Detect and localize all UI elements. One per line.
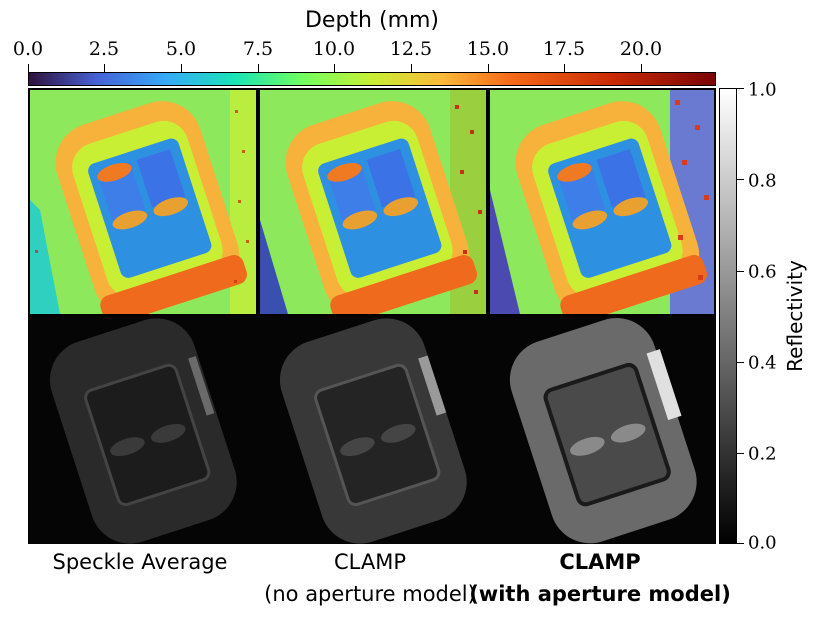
reflectivity-image [28,316,258,544]
depth-tick-label: 10.0 [312,38,356,60]
depth-tick-mark [181,64,182,72]
reflectivity-image [258,316,488,544]
reflectivity-tick-label: 0.6 [748,261,777,283]
reflectivity-tick-mark [737,362,744,363]
reflectivity-image [488,316,716,544]
reflectivity-tick-mark [737,88,744,89]
depth-map-image [30,90,256,314]
reflectivity-tick-mark [737,271,744,272]
depth-colorbar-title: Depth (mm) [304,8,440,33]
depth-panel-clamp-with-aperture [488,88,716,316]
reflectivity-panel-clamp-no-aperture [258,316,488,544]
depth-panel-clamp-no-aperture [258,88,488,316]
reflectivity-panel-clamp-with-aperture [488,316,716,544]
reflectivity-colorbar-label: Reflectivity [783,260,807,372]
reflectivity-tick-label: 0.2 [748,443,777,465]
depth-map-image [260,90,486,314]
depth-tick-label: 15.0 [466,38,510,60]
depth-tick-label: 12.5 [389,38,433,60]
reflectivity-colorbar [719,88,737,544]
subcaption-with-aperture: (with aperture model) [469,582,731,606]
depth-tick-mark [334,64,335,72]
caption-speckle-average: Speckle Average [52,550,228,574]
depth-tick-label: 17.5 [542,38,586,60]
depth-map-image [490,90,714,314]
depth-tick-mark [488,64,489,72]
depth-tick-mark [258,64,259,72]
reflectivity-tick-label: 0.4 [748,352,777,374]
reflectivity-tick-mark [737,179,744,180]
reflectivity-tick-label: 0.8 [748,170,777,192]
reflectivity-tick-label: 0.0 [748,532,777,554]
depth-colorbar [28,72,716,86]
depth-tick-label: 7.5 [242,38,274,60]
depth-tick-label: 2.5 [88,38,120,60]
reflectivity-tick-mark [737,543,744,544]
subcaption-no-aperture: (no aperture model) [264,582,476,606]
caption-clamp-with-aperture: CLAMP [559,550,641,574]
depth-tick-label: 5.0 [165,38,197,60]
caption-clamp-no-aperture: CLAMP [334,550,406,574]
depth-tick-label: 0.0 [12,38,44,60]
reflectivity-tick-label: 1.0 [748,79,777,101]
depth-tick-mark [104,64,105,72]
depth-tick-mark [411,64,412,72]
depth-tick-mark [641,64,642,72]
depth-tick-mark [564,64,565,72]
depth-tick-label: 20.0 [619,38,663,60]
depth-tick-mark [28,64,29,72]
depth-panel-speckle-average [28,88,258,316]
reflectivity-panel-speckle-average [28,316,258,544]
reflectivity-tick-mark [737,453,744,454]
